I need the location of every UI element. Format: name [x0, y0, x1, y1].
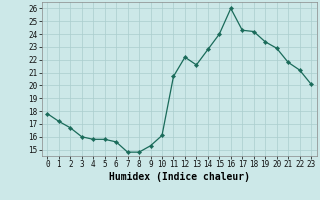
X-axis label: Humidex (Indice chaleur): Humidex (Indice chaleur) [109, 172, 250, 182]
